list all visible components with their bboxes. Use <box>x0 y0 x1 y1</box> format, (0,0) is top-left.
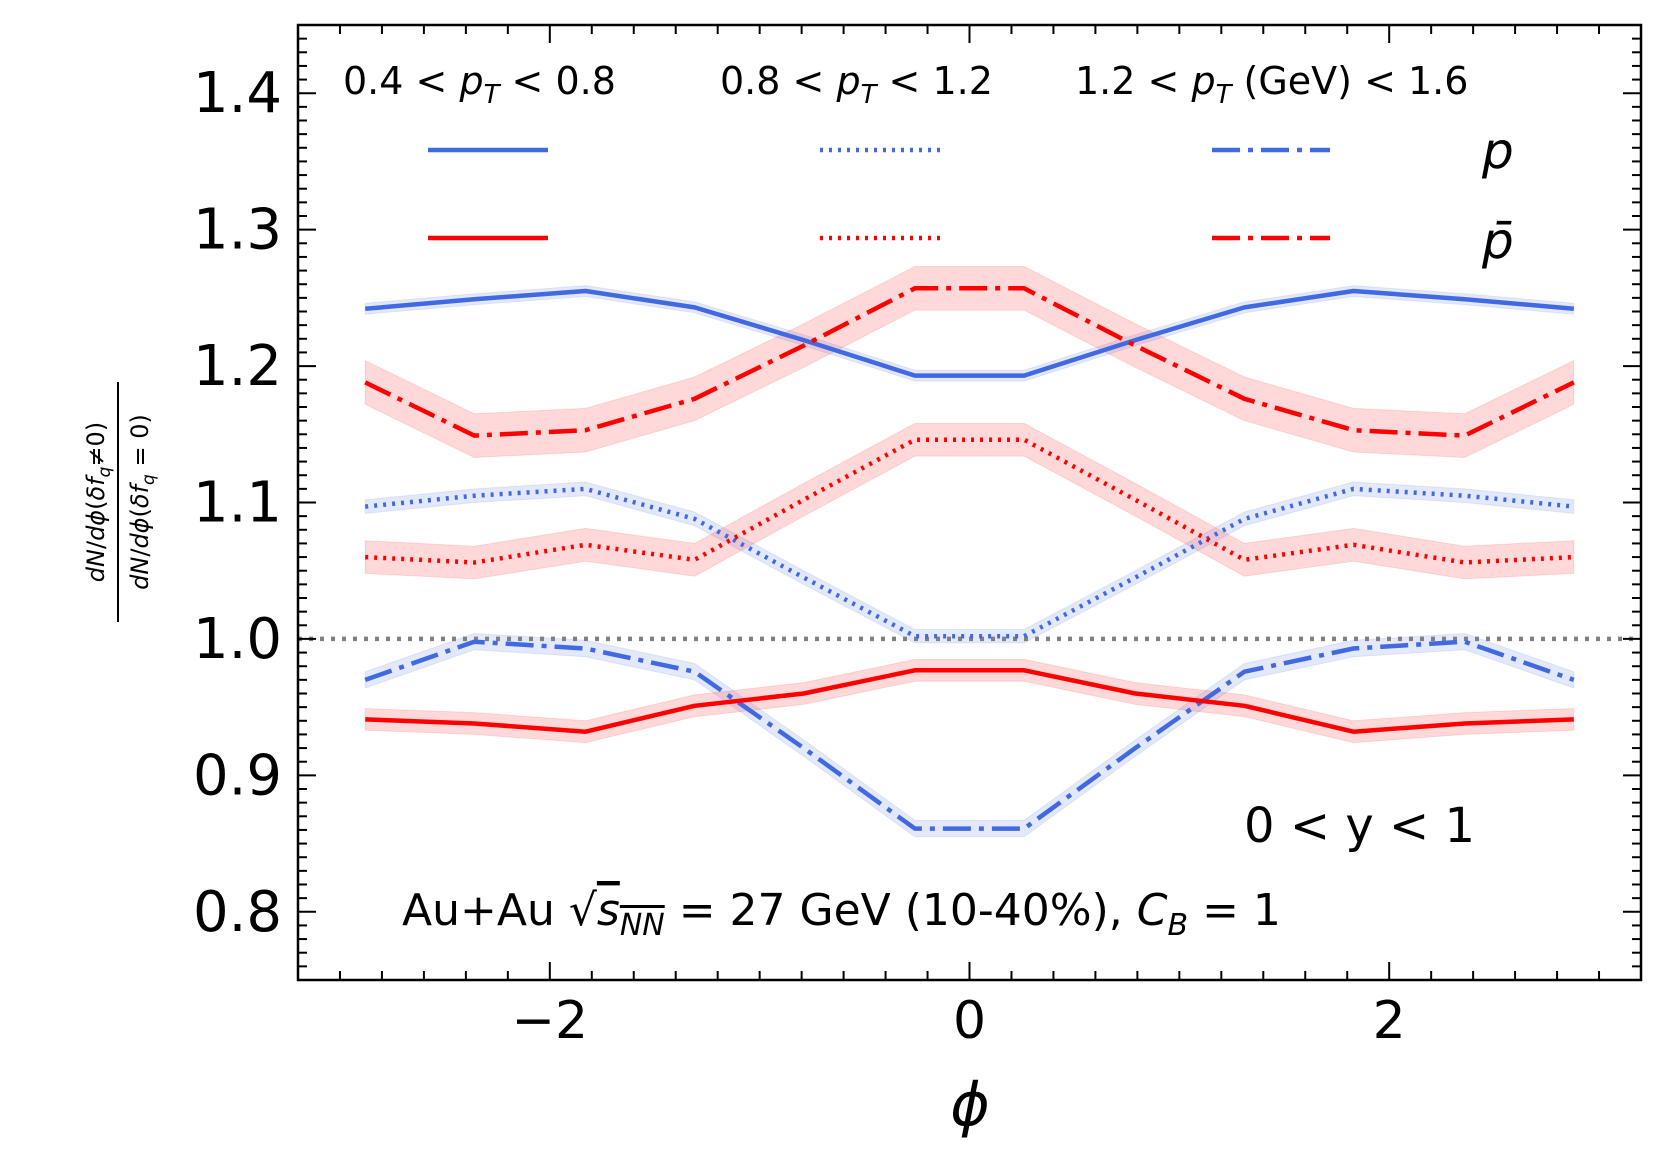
band-p-1.2-1.6 <box>364 632 1575 838</box>
line-pbar-0.8-1.2 <box>365 437 1574 565</box>
line-p-0.4-0.8 <box>365 288 1574 378</box>
y-tick-label: 0.9 <box>193 743 282 808</box>
band-pbar-1.2-1.6 <box>364 266 1575 459</box>
x-tick-label: 2 <box>1373 991 1406 1051</box>
legend-swatches <box>428 147 1330 241</box>
x-axis-label: ϕ <box>950 1070 990 1140</box>
band-pbar-0.8-1.2 <box>364 422 1575 580</box>
band-p-0.4-0.8 <box>364 285 1575 382</box>
x-tick-label: −2 <box>511 991 588 1051</box>
band-pbar-0.4-0.8 <box>364 658 1575 744</box>
y-tick-label: 1.1 <box>193 471 282 536</box>
y-tick-label: 1.2 <box>193 334 282 399</box>
axis-ticks <box>298 24 1641 981</box>
legend-label-pbar: p̄ <box>1481 212 1514 270</box>
line-pbar-0.4-0.8 <box>365 668 1574 734</box>
series-lines <box>364 286 1575 831</box>
system-annotation: Au+Au √sNN = 27 GeV (10-40%), CB = 1 <box>402 885 1281 943</box>
y-tick-label: 1.3 <box>193 198 282 263</box>
line-p-1.2-1.6 <box>364 639 1575 831</box>
y-axis-label: dN/dϕ(δfq≠0) dN/dϕ(δfq = 0) <box>82 382 159 622</box>
uncertainty-bands <box>364 266 1575 838</box>
rapidity-annotation: 0 < y < 1 <box>1244 798 1475 854</box>
svg-text:dN/dϕ(δfq = 0): dN/dϕ(δfq = 0) <box>126 414 159 590</box>
legend-header-1: 0.4 < pT < 0.8 <box>343 59 616 110</box>
line-pbar-1.2-1.6 <box>364 286 1575 438</box>
y-tick-labels: 0.8 0.9 1.0 1.1 1.2 1.3 1.4 <box>193 61 282 945</box>
band-p-0.8-1.2 <box>364 481 1575 644</box>
y-tick-label: 1.4 <box>193 61 282 126</box>
x-tick-labels: −2 0 2 <box>511 991 1405 1051</box>
legend-label-p: p <box>1481 122 1514 180</box>
svg-text:dN/dϕ(δfq≠0): dN/dϕ(δfq≠0) <box>82 422 115 582</box>
plot-frame <box>296 23 1643 982</box>
y-tick-label: 1.0 <box>193 607 282 672</box>
y-tick-label: 0.8 <box>193 880 282 945</box>
x-tick-label: 0 <box>953 991 986 1051</box>
legend-header-3: 1.2 < pT (GeV) < 1.6 <box>1075 59 1468 110</box>
legend-header-2: 0.8 < pT < 1.2 <box>720 59 993 110</box>
